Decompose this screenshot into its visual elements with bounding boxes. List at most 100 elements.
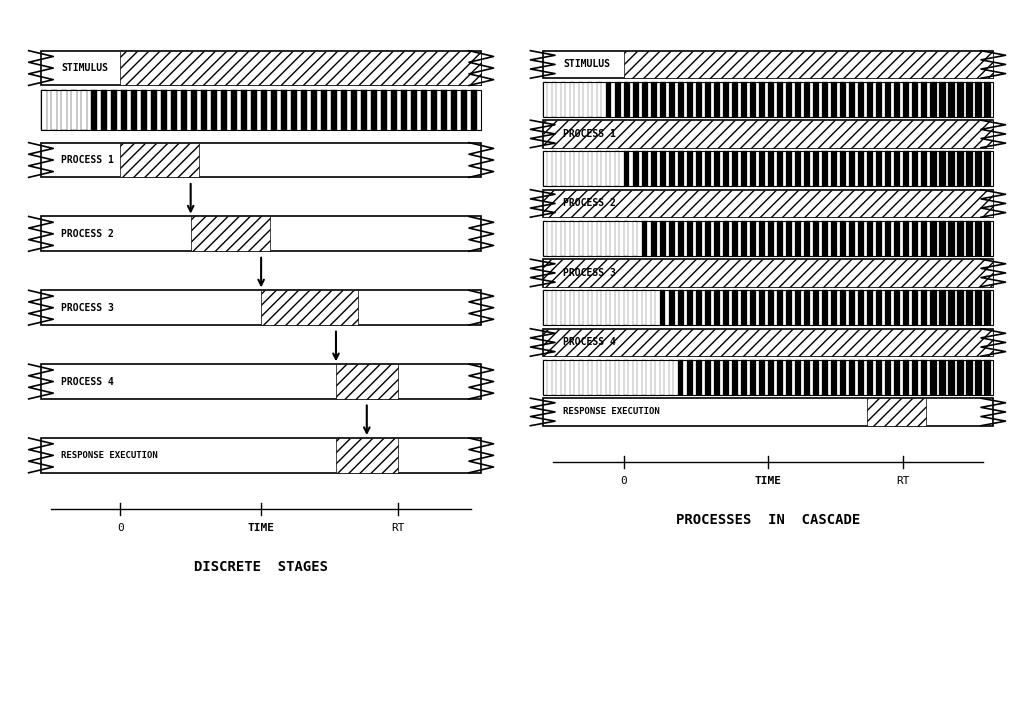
Bar <box>687 82 693 117</box>
Bar <box>750 360 757 395</box>
Bar <box>597 151 601 186</box>
Bar <box>768 290 774 325</box>
Bar <box>543 190 993 217</box>
Bar <box>804 290 810 325</box>
Bar <box>41 438 481 473</box>
Bar <box>885 82 892 117</box>
Bar <box>867 290 873 325</box>
Bar <box>322 90 328 130</box>
Bar <box>804 221 810 256</box>
Bar <box>885 360 892 395</box>
Bar <box>777 151 783 186</box>
Bar <box>597 221 601 256</box>
Bar <box>131 90 137 130</box>
Bar <box>282 90 287 130</box>
Text: RT: RT <box>896 476 910 487</box>
Bar <box>813 151 819 186</box>
Text: RESPONSE EXECUTION: RESPONSE EXECUTION <box>563 408 659 416</box>
Bar <box>759 290 765 325</box>
Bar <box>651 82 657 117</box>
Bar <box>201 90 207 130</box>
Text: 0: 0 <box>621 476 627 487</box>
Bar <box>543 120 993 148</box>
Bar <box>831 360 838 395</box>
Bar <box>867 151 873 186</box>
Bar <box>543 290 547 325</box>
Bar <box>633 82 639 117</box>
Bar <box>903 82 909 117</box>
Bar <box>822 360 828 395</box>
Bar <box>858 221 864 256</box>
Bar <box>975 82 982 117</box>
Bar <box>877 151 883 186</box>
Bar <box>311 90 317 130</box>
Bar <box>111 90 117 130</box>
Bar <box>588 151 592 186</box>
Bar <box>41 290 481 325</box>
Bar <box>271 90 278 130</box>
Bar <box>633 290 637 325</box>
Bar <box>948 221 954 256</box>
Bar <box>687 221 693 256</box>
Bar <box>552 360 556 395</box>
Bar <box>777 82 783 117</box>
Bar <box>840 221 847 256</box>
Bar <box>849 82 855 117</box>
Text: STIMULUS: STIMULUS <box>61 63 109 73</box>
Bar <box>975 360 982 395</box>
Bar <box>948 360 954 395</box>
Bar <box>614 360 620 395</box>
Text: PROCESS 2: PROCESS 2 <box>563 198 616 209</box>
Bar <box>669 82 675 117</box>
Bar <box>858 151 864 186</box>
Bar <box>543 151 993 186</box>
Bar <box>831 290 838 325</box>
Bar <box>723 360 729 395</box>
Bar <box>822 290 828 325</box>
Bar <box>957 290 964 325</box>
Bar <box>579 151 584 186</box>
Bar <box>822 82 828 117</box>
Bar <box>705 82 712 117</box>
Bar <box>967 82 973 117</box>
Bar <box>361 90 368 130</box>
Bar <box>922 221 928 256</box>
Bar <box>804 151 810 186</box>
Bar <box>867 360 873 395</box>
Bar <box>984 151 990 186</box>
Bar <box>831 151 838 186</box>
Bar <box>750 221 757 256</box>
Bar <box>939 221 945 256</box>
Text: PROCESS 1: PROCESS 1 <box>61 155 115 165</box>
Bar <box>867 221 873 256</box>
Bar <box>190 216 270 251</box>
Bar <box>291 90 297 130</box>
Bar <box>543 329 993 356</box>
Bar <box>714 151 720 186</box>
Bar <box>633 360 637 395</box>
Bar <box>777 290 783 325</box>
Bar <box>642 151 648 186</box>
Bar <box>569 290 574 325</box>
Bar <box>759 151 765 186</box>
Bar <box>81 90 87 130</box>
Bar <box>741 151 748 186</box>
Bar <box>768 360 774 395</box>
Bar <box>543 51 993 78</box>
Bar <box>975 151 982 186</box>
Bar <box>984 360 990 395</box>
Bar <box>552 82 556 117</box>
Bar <box>687 360 693 395</box>
Bar <box>975 290 982 325</box>
Bar <box>152 90 157 130</box>
Text: TIME: TIME <box>755 476 781 487</box>
Bar <box>642 290 646 325</box>
Bar <box>723 151 729 186</box>
Bar <box>804 360 810 395</box>
Bar <box>181 90 187 130</box>
Bar <box>813 360 819 395</box>
Bar <box>597 290 601 325</box>
Bar <box>939 360 945 395</box>
Bar <box>840 151 847 186</box>
Bar <box>341 90 347 130</box>
